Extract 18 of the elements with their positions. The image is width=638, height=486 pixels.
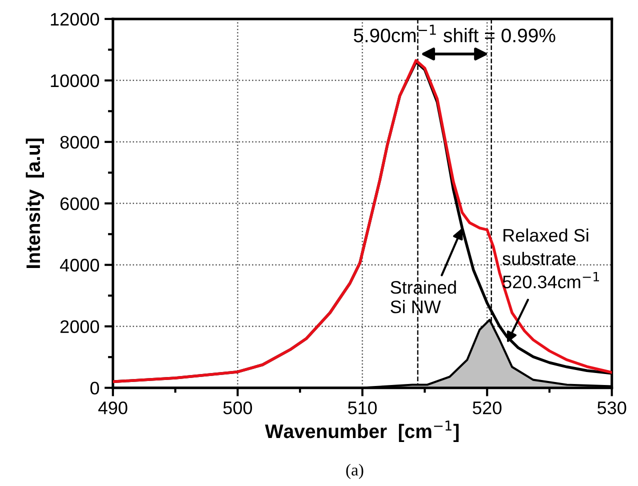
y-tick-label: 12000 <box>50 12 100 26</box>
x-tick-label: 490 <box>98 402 128 414</box>
y-tick-label: 8000 <box>60 136 100 149</box>
x-tick-label: 510 <box>348 402 377 414</box>
y-tick-label: 0 <box>90 382 100 395</box>
y-tick-label: 4000 <box>60 258 100 272</box>
annotation: Relaxed Si substrate 520.34cm$^{−1}$ <box>502 228 600 288</box>
y-tick-label: 6000 <box>60 197 100 210</box>
x-tick-label: 530 <box>598 402 626 414</box>
x-axis-title: Wavenumber [cm$^{−1}$] <box>264 420 459 442</box>
y-tick-label: 10000 <box>50 74 100 88</box>
text: (a) <box>346 464 364 479</box>
x-tick-label: 500 <box>223 402 252 414</box>
annotation: 5.90cm$^{−1}$ shift = 0.99% <box>354 24 556 42</box>
y-axis-title: Intensity [a.u] <box>26 138 44 268</box>
y-tick-label: 2000 <box>60 320 100 334</box>
x-tick-label: 520 <box>472 402 502 414</box>
annotation: Strained Si NW <box>390 280 456 314</box>
